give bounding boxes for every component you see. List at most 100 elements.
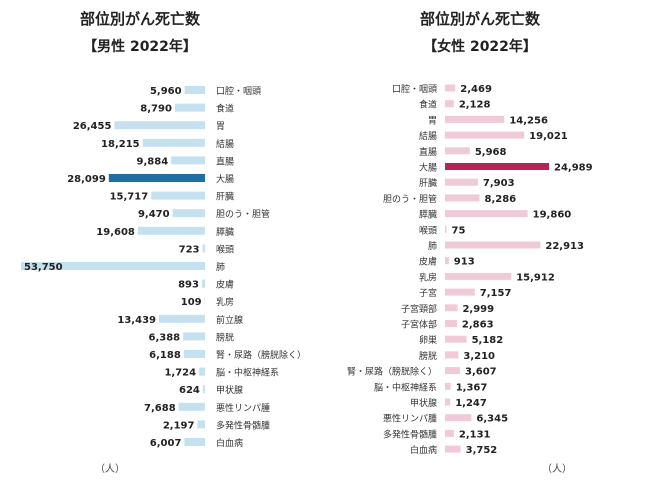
female-bar xyxy=(445,398,451,406)
male-category-label: 口腔・咽頭 xyxy=(216,85,261,97)
male-bar xyxy=(108,174,205,182)
male-bar xyxy=(151,191,205,200)
male-category-label: 大腸 xyxy=(216,173,234,185)
female-category-label: 肝臓 xyxy=(419,178,437,189)
female-category-label: 皮膚 xyxy=(419,256,437,268)
female-bar xyxy=(445,429,454,437)
female-category-label: 甲状腺 xyxy=(410,397,437,409)
male-value-label: 6,388 xyxy=(148,332,180,343)
male-category-label: 食道 xyxy=(216,103,234,115)
male-bar xyxy=(172,209,205,218)
male-value-label: 53,750 xyxy=(24,262,63,273)
male-value-label: 15,717 xyxy=(110,192,149,203)
female-chart-panel: 部位別がん死亡数 【女性 2022年】 2,469 口腔・咽頭 2,128 食道 14,… xyxy=(330,0,650,487)
female-value-label: 24,989 xyxy=(554,163,593,174)
male-category-label: 甲状腺 xyxy=(216,384,243,396)
female-value-label: 19,860 xyxy=(533,210,572,221)
male-bar xyxy=(174,103,205,112)
male-bar xyxy=(183,332,205,341)
male-value-label: 723 xyxy=(179,244,200,255)
female-value-label: 2,863 xyxy=(462,320,494,331)
male-value-label: 7,688 xyxy=(144,403,176,414)
male-category-label: 皮膚 xyxy=(216,279,234,291)
female-category-label: 多発性骨髄腫 xyxy=(383,428,437,440)
female-value-label: 15,912 xyxy=(516,272,555,283)
male-category-label: 直腸 xyxy=(216,155,234,167)
male-value-label: 109 xyxy=(181,297,202,308)
male-category-label: 喉頭 xyxy=(216,243,234,255)
male-bar xyxy=(184,86,205,94)
male-value-label: 28,099 xyxy=(67,174,106,185)
male-category-label: 脳・中枢神経系 xyxy=(216,367,279,379)
female-chart-title: 部位別がん死亡数 xyxy=(419,10,540,28)
male-category-label: 白血病 xyxy=(216,437,243,449)
male-value-label: 6,188 xyxy=(149,350,181,361)
male-value-label: 26,455 xyxy=(73,121,112,132)
female-value-label: 1,247 xyxy=(455,398,487,409)
female-value-label: 19,021 xyxy=(529,131,568,142)
male-value-label: 624 xyxy=(179,385,200,396)
male-value-label: 5,960 xyxy=(150,86,182,97)
female-bar xyxy=(445,225,447,233)
male-value-label: 2,197 xyxy=(163,420,195,431)
male-bar xyxy=(114,121,205,130)
female-value-label: 2,999 xyxy=(462,304,494,315)
male-bar xyxy=(171,156,205,165)
female-category-label: 子宮頸部 xyxy=(401,303,437,315)
female-bar xyxy=(445,335,467,343)
female-value-label: 6,345 xyxy=(476,414,508,425)
female-unit-label: （人） xyxy=(542,464,572,475)
female-value-label: 913 xyxy=(454,257,475,268)
male-value-label: 13,439 xyxy=(117,315,156,326)
female-bar xyxy=(445,445,461,453)
male-value-label: 8,790 xyxy=(140,104,172,115)
female-category-label: 膀胱 xyxy=(419,350,437,362)
female-category-label: 悪性リンパ腫 xyxy=(383,413,437,425)
female-value-label: 1,367 xyxy=(456,382,488,393)
male-category-label: 乳房 xyxy=(216,296,234,308)
female-value-label: 3,607 xyxy=(465,367,497,378)
female-value-label: 7,157 xyxy=(480,288,512,299)
female-category-label: 肺 xyxy=(428,241,437,252)
female-bar xyxy=(445,304,458,312)
male-value-label: 9,884 xyxy=(137,156,169,167)
female-category-label: 喉頭 xyxy=(419,224,437,236)
male-bar xyxy=(178,402,205,411)
male-category-label: 腎・尿路（膀胱除く） xyxy=(216,349,300,361)
male-category-label: 前立腺 xyxy=(216,314,243,326)
male-bar xyxy=(137,226,205,235)
female-bar xyxy=(445,194,480,202)
female-bar xyxy=(445,257,449,265)
female-bar xyxy=(445,131,525,139)
female-value-label: 5,182 xyxy=(472,335,504,346)
male-value-label: 9,470 xyxy=(138,209,170,220)
female-bar xyxy=(445,320,457,327)
male-category-label: 膀胱 xyxy=(216,331,234,343)
female-category-label: 直腸 xyxy=(419,146,437,158)
female-value-label: 5,968 xyxy=(475,147,507,158)
male-bar xyxy=(21,262,205,270)
female-category-label: 口腔・咽頭 xyxy=(392,83,437,95)
male-bar xyxy=(184,438,205,446)
female-value-label: 2,131 xyxy=(459,429,491,440)
female-category-label: 胃 xyxy=(428,115,437,126)
male-bar xyxy=(158,314,205,323)
male-category-label: 結腸 xyxy=(216,138,234,150)
male-bar xyxy=(183,350,205,358)
female-bar xyxy=(445,115,505,123)
female-bar xyxy=(445,210,528,218)
female-value-label: 75 xyxy=(452,225,466,236)
female-category-label: 脳・中枢神経系 xyxy=(374,381,437,393)
female-category-label: 大腸 xyxy=(419,162,437,174)
male-chart-panel: 部位別がん死亡数 【男性 2022年】 5,960 口腔・咽頭 8,790 食道 26,… xyxy=(0,0,300,487)
female-value-label: 3,210 xyxy=(463,351,495,362)
male-category-label: 膵臓 xyxy=(216,227,234,238)
female-category-label: 白血病 xyxy=(410,444,437,456)
male-category-label: 肝臓 xyxy=(216,192,234,203)
female-value-label: 8,286 xyxy=(484,194,516,205)
female-bar xyxy=(445,100,454,108)
female-category-label: 子宮 xyxy=(419,287,437,299)
male-unit-label: （人） xyxy=(95,464,125,475)
male-bar xyxy=(199,367,205,376)
female-value-label: 7,903 xyxy=(483,178,515,189)
